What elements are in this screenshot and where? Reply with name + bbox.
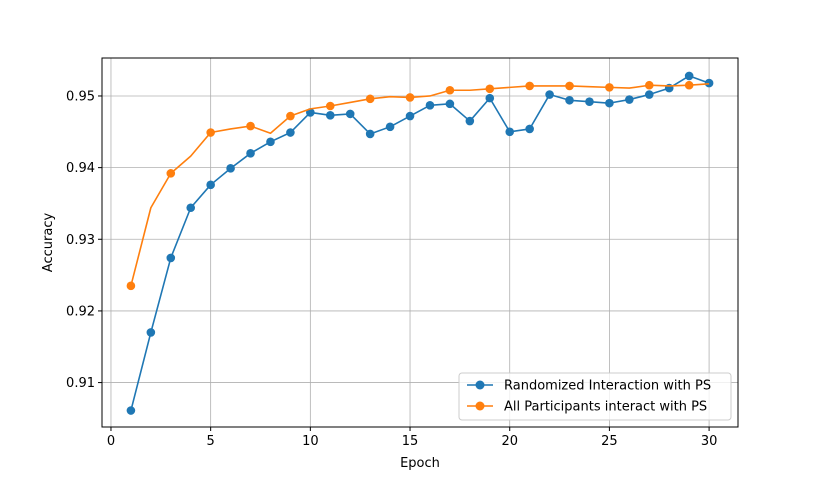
data-point [565, 81, 574, 91]
x-tick-label: 20 [501, 434, 518, 449]
data-point [684, 71, 694, 81]
data-point [286, 128, 295, 137]
x-tick-label: 0 [107, 434, 115, 449]
data-point [644, 80, 654, 90]
y-tick-label: 0.93 [66, 233, 95, 248]
data-point [545, 90, 554, 99]
data-point [166, 169, 176, 178]
data-point [365, 129, 375, 139]
data-point [465, 116, 475, 126]
x-tick-label: 5 [207, 434, 215, 449]
data-point [246, 149, 255, 158]
x-tick-label: 10 [302, 434, 319, 449]
series-1 [126, 71, 714, 415]
x-axis-label: Epoch [400, 456, 440, 471]
plot-area-series [126, 71, 714, 415]
legend-marker-series-1 [475, 380, 485, 390]
data-point [266, 137, 275, 147]
data-point [365, 94, 375, 104]
data-point [425, 100, 435, 110]
legend-label-series-1: Randomized Interaction with PS [504, 379, 711, 394]
data-point [186, 203, 196, 213]
data-point [684, 80, 694, 90]
grid-lines [102, 58, 738, 427]
data-point [325, 111, 335, 120]
y-tick-label: 0.94 [66, 161, 95, 176]
data-point [625, 95, 634, 104]
legend-box [458, 372, 732, 421]
data-point [644, 90, 654, 99]
data-point [286, 111, 295, 121]
plot-frame [101, 57, 739, 428]
data-point [505, 127, 515, 137]
y-axis-label: Accuracy [41, 213, 56, 273]
data-point [605, 83, 614, 92]
data-point [226, 164, 235, 173]
data-point [246, 121, 255, 131]
data-point [445, 85, 455, 95]
data-point [485, 93, 495, 103]
data-point [385, 122, 395, 132]
legend: Randomized Interaction with PS All Parti… [458, 372, 732, 421]
data-point [345, 109, 355, 119]
data-point [146, 328, 156, 337]
data-point [126, 406, 136, 415]
data-point [206, 180, 215, 190]
data-point [565, 95, 574, 105]
data-point [206, 128, 215, 137]
data-point [405, 111, 415, 121]
data-point [485, 84, 495, 94]
y-tick-label: 0.92 [66, 304, 95, 319]
x-tick-label: 15 [402, 434, 419, 449]
data-point [525, 124, 534, 134]
y-tick-label: 0.95 [66, 89, 95, 104]
legend-entry-series-1: Randomized Interaction with PS [467, 379, 711, 394]
data-point [126, 281, 136, 291]
axis-ticks: 0 5 10 15 20 25 30 0.91 0.92 0.93 0.94 0.95 [66, 89, 717, 449]
data-point [605, 98, 614, 108]
data-point [525, 81, 534, 91]
data-point [445, 99, 455, 109]
data-point [704, 78, 714, 88]
legend-entry-series-2: All Participants interact with PS [467, 400, 707, 415]
x-tick-label: 25 [601, 434, 618, 449]
data-point [166, 253, 176, 263]
series-2 [126, 80, 710, 291]
x-tick-label: 30 [701, 434, 718, 449]
data-point [405, 93, 415, 102]
legend-label-series-2: All Participants interact with PS [504, 400, 707, 415]
data-point [585, 97, 594, 107]
data-point [325, 101, 335, 111]
legend-marker-series-2 [475, 401, 485, 411]
y-tick-label: 0.91 [66, 376, 95, 391]
